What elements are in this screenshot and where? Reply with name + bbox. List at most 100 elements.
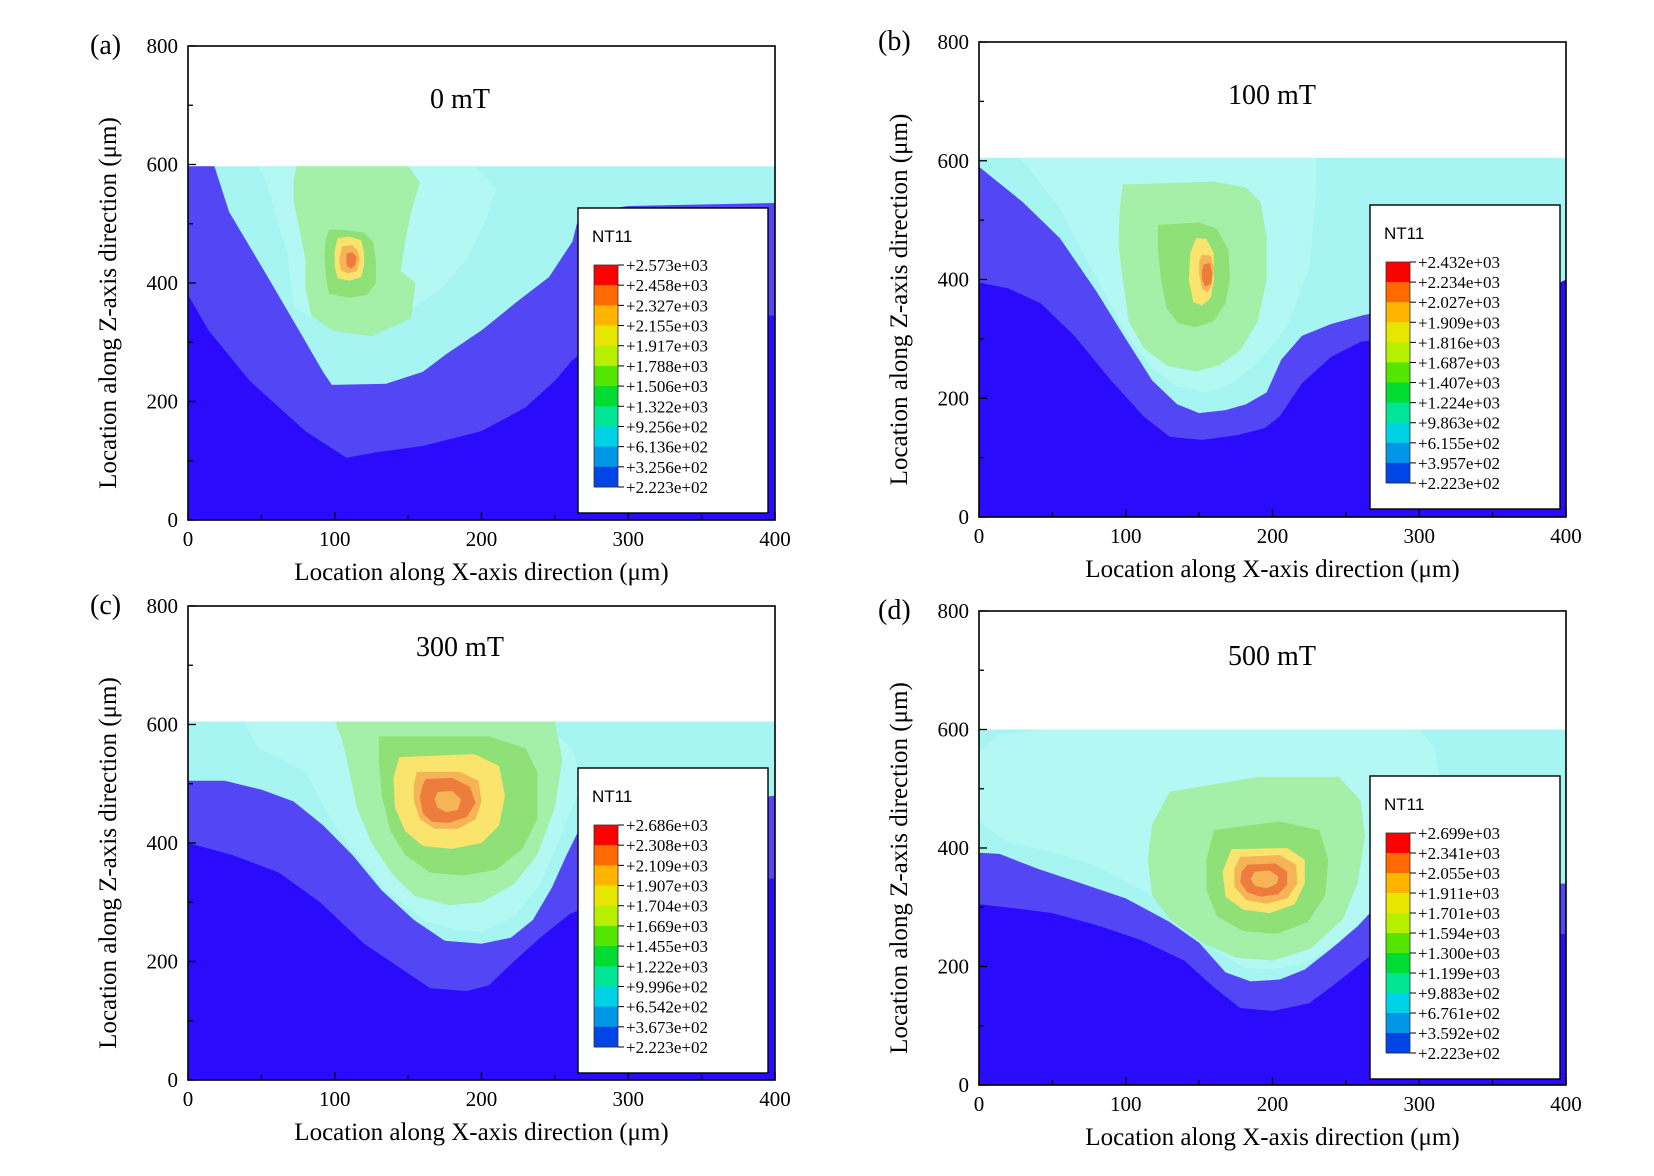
x-tick-label: 100	[1110, 524, 1142, 548]
legend-swatch	[594, 905, 618, 927]
legend-label: +1.669e+03	[626, 917, 708, 936]
panel-title: 300 mT	[416, 632, 504, 663]
legend-swatch	[594, 845, 618, 866]
legend: NT11 +2.699e+03+2.341e+03+2.055e+03+1.911…	[1369, 775, 1561, 1080]
legend-label: +9.256e+02	[626, 417, 708, 436]
contour-region-7	[434, 790, 461, 813]
legend-swatch	[594, 1026, 618, 1048]
legend-swatch	[1386, 833, 1410, 854]
legend-swatch	[1386, 973, 1410, 994]
legend-swatch	[1386, 893, 1410, 914]
legend-swatch	[1386, 953, 1410, 974]
y-axis-title: Location along Z-axis direction (μm)	[886, 114, 913, 486]
legend-label: +9.883e+02	[1418, 984, 1500, 1003]
legend-label: +1.816e+03	[1418, 333, 1500, 352]
legend-label: +2.327e+03	[626, 296, 708, 315]
y-tick-label: 600	[938, 718, 970, 742]
panel-title: 0 mT	[430, 84, 490, 115]
legend-label: +2.573e+03	[626, 256, 708, 275]
legend-label: +1.917e+03	[626, 337, 708, 356]
legend-label: +2.223e+02	[1418, 474, 1500, 493]
legend-swatch	[594, 426, 618, 448]
x-axis-title: Location along X-axis direction (μm)	[1085, 556, 1459, 583]
legend-swatch	[594, 285, 618, 306]
x-tick-label: 200	[1257, 1092, 1289, 1116]
y-tick-label: 600	[938, 149, 970, 173]
legend-label: +2.234e+03	[1418, 273, 1500, 292]
legend-swatch	[1386, 322, 1410, 343]
y-tick-label: 200	[938, 386, 970, 410]
legend-swatch	[1386, 913, 1410, 934]
legend-label: +2.686e+03	[626, 816, 708, 835]
legend-swatch	[594, 406, 618, 427]
y-tick-label: 400	[938, 836, 970, 860]
legend-label: +6.155e+02	[1418, 434, 1500, 453]
y-tick-label: 800	[147, 594, 179, 618]
x-tick-label: 400	[1550, 524, 1582, 548]
legend-swatch	[1386, 462, 1410, 484]
legend-swatch	[594, 925, 618, 947]
legend: NT11 +2.686e+03+2.308e+03+2.109e+03 +1.907…	[577, 767, 769, 1074]
x-tick-label: 400	[1550, 1092, 1582, 1116]
legend-swatch	[594, 305, 618, 327]
legend-swatch	[1386, 853, 1410, 874]
legend-swatch	[1386, 382, 1410, 404]
panel-label: (d)	[878, 595, 911, 626]
legend-label: +2.223e+02	[626, 478, 708, 497]
x-tick-label: 100	[319, 527, 351, 551]
panel-2: 0 100 200 300 400 0 200 400 600 800 Location along…	[878, 26, 1582, 583]
y-tick-label: 400	[938, 268, 970, 292]
legend-swatch	[594, 865, 618, 887]
legend-label: +2.223e+02	[1418, 1044, 1500, 1063]
legend-title: NT11	[592, 787, 632, 806]
contour-region-8	[1202, 262, 1213, 287]
y-axis-title: Location along Z-axis direction (μm)	[886, 682, 913, 1054]
x-axis-title: Location along X-axis direction (μm)	[294, 559, 668, 586]
y-axis-title: Location along Z-axis direction (μm)	[95, 117, 122, 489]
x-tick-label: 200	[466, 527, 498, 551]
contour-region-8	[346, 252, 357, 269]
legend-label: +1.407e+03	[1418, 374, 1500, 393]
x-tick-label: 0	[183, 1087, 194, 1111]
legend-swatch	[1386, 933, 1410, 954]
legend-label: +2.308e+03	[626, 836, 708, 855]
legend-swatch	[1386, 342, 1410, 363]
legend-label: +1.506e+03	[626, 377, 708, 396]
legend-label: +2.027e+03	[1418, 293, 1500, 312]
legend-bar-outline	[593, 824, 619, 1048]
y-tick-label: 400	[147, 271, 179, 295]
legend-swatch	[1386, 873, 1410, 894]
legend-bar-outline	[593, 264, 619, 488]
x-tick-label: 200	[1257, 524, 1289, 548]
panel-title: 100 mT	[1228, 80, 1316, 111]
x-tick-label: 300	[613, 1087, 645, 1111]
legend-label: +1.455e+03	[626, 937, 708, 956]
panel-3: 0 100 200 300 400 0 200 400 600 800 Location along…	[90, 590, 791, 1146]
legend-label: +1.788e+03	[626, 357, 708, 376]
legend-swatch	[594, 325, 618, 347]
legend-swatch	[594, 1006, 618, 1028]
panel-label: (a)	[90, 30, 121, 61]
legend-label: +2.223e+02	[626, 1038, 708, 1057]
legend-label: +1.704e+03	[626, 897, 708, 916]
x-tick-label: 300	[613, 527, 645, 551]
legend-swatch	[1386, 282, 1410, 303]
legend-label: +2.055e+03	[1418, 864, 1500, 883]
legend-swatch	[594, 946, 618, 967]
legend-label: +3.957e+02	[1418, 454, 1500, 473]
y-tick-label: 600	[147, 713, 179, 737]
x-axis-title: Location along X-axis direction (μm)	[1085, 1124, 1459, 1151]
y-axis-title: Location along Z-axis direction (μm)	[95, 677, 122, 1049]
x-tick-label: 0	[183, 527, 194, 551]
legend-label: +1.322e+03	[626, 397, 708, 416]
legend-swatch	[594, 265, 618, 286]
y-tick-label: 200	[147, 390, 179, 414]
legend-swatch	[1386, 1033, 1410, 1054]
legend-swatch	[594, 466, 618, 488]
legend-label: +1.909e+03	[1418, 313, 1500, 332]
y-tick-label: 0	[168, 508, 179, 532]
legend-swatch	[594, 446, 618, 468]
x-tick-label: 400	[759, 527, 791, 551]
x-axis-title: Location along X-axis direction (μm)	[294, 1119, 668, 1146]
legend-swatch	[1386, 302, 1410, 323]
